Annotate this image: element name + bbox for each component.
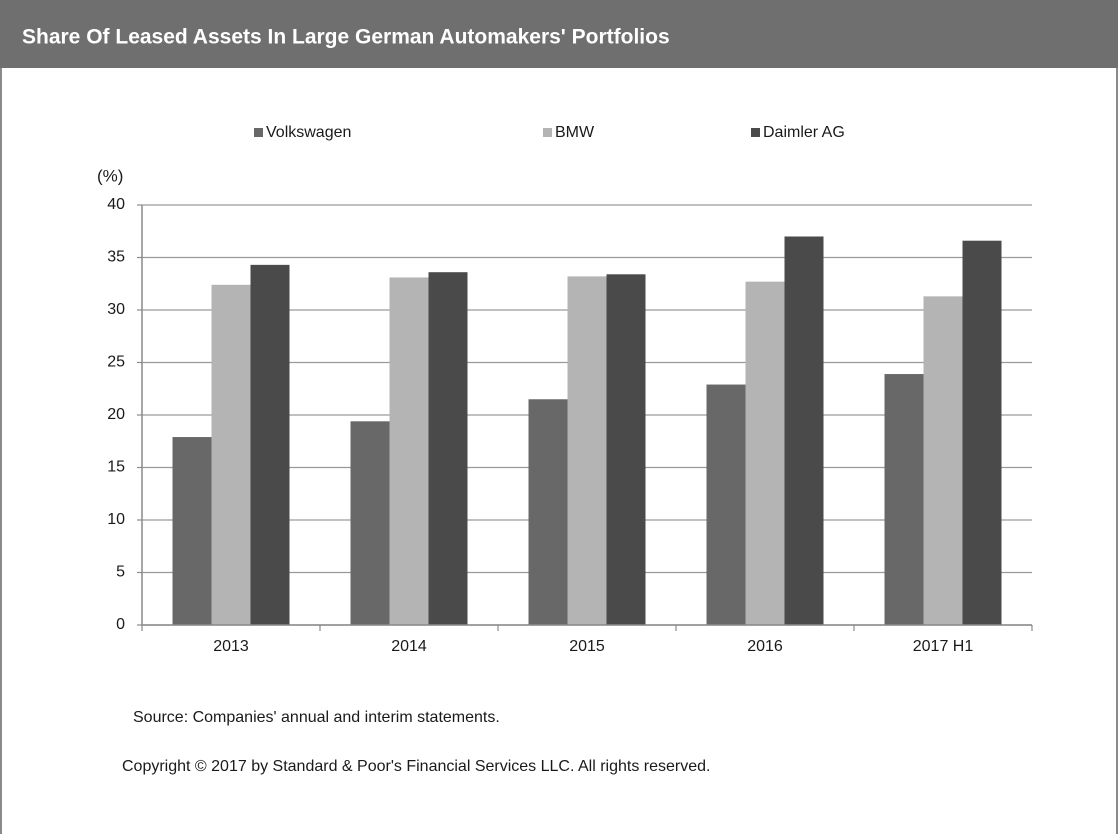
legend-label: BMW bbox=[555, 124, 595, 141]
y-axis-label: (%) bbox=[97, 166, 123, 185]
bar bbox=[172, 437, 212, 625]
x-tick-label: 2013 bbox=[213, 638, 249, 655]
bar bbox=[606, 274, 646, 625]
title-bar bbox=[0, 0, 1118, 68]
legend-swatch bbox=[751, 128, 760, 137]
copyright-note: Copyright © 2017 by Standard & Poor's Fi… bbox=[122, 758, 710, 775]
bar bbox=[962, 240, 1002, 625]
legend-swatch bbox=[254, 128, 263, 137]
bar bbox=[784, 236, 824, 625]
legend-swatch bbox=[543, 128, 552, 137]
source-note: Source: Companies' annual and interim st… bbox=[133, 709, 500, 726]
y-tick-label: 15 bbox=[107, 459, 125, 476]
bar bbox=[350, 421, 390, 625]
bar bbox=[389, 277, 429, 625]
bar bbox=[923, 296, 963, 625]
y-tick-label: 5 bbox=[116, 564, 125, 581]
bar bbox=[706, 384, 746, 625]
y-tick-label: 10 bbox=[107, 511, 125, 528]
bar bbox=[528, 399, 568, 625]
chart-title: Share Of Leased Assets In Large German A… bbox=[22, 26, 670, 49]
x-tick-label: 2016 bbox=[747, 638, 783, 655]
legend-label: Daimler AG bbox=[763, 124, 845, 141]
x-tick-label: 2015 bbox=[569, 638, 605, 655]
bar bbox=[250, 264, 290, 625]
y-tick-label: 35 bbox=[107, 249, 125, 266]
bar bbox=[567, 276, 607, 625]
x-tick-label: 2017 H1 bbox=[913, 638, 974, 655]
legend-label: Volkswagen bbox=[266, 124, 351, 141]
y-tick-label: 30 bbox=[107, 301, 125, 318]
bar bbox=[428, 272, 468, 625]
bar bbox=[745, 281, 785, 625]
y-tick-label: 25 bbox=[107, 354, 125, 371]
y-tick-label: 20 bbox=[107, 406, 125, 423]
bar bbox=[211, 284, 251, 625]
bar bbox=[884, 374, 924, 625]
y-tick-label: 40 bbox=[107, 196, 125, 213]
x-tick-label: 2014 bbox=[391, 638, 427, 655]
y-tick-label: 0 bbox=[116, 616, 125, 633]
